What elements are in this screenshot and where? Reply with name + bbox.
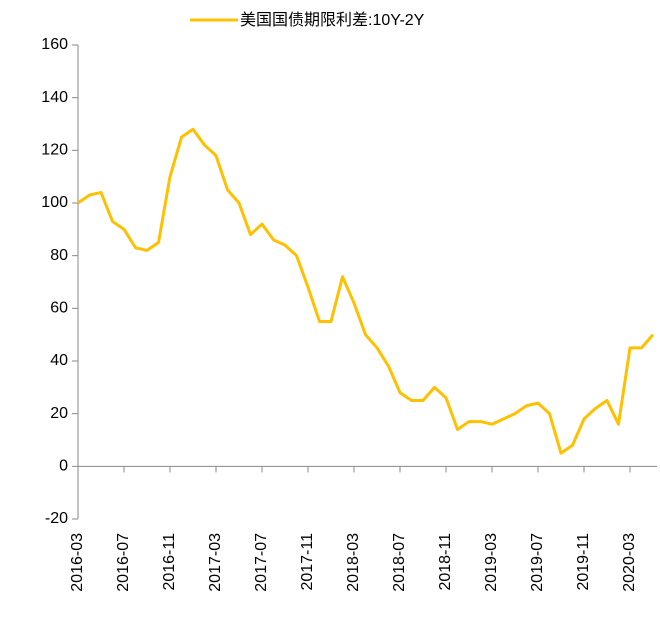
x-tick-label: 2019-07	[529, 533, 546, 592]
x-tick-label: 2016-07	[115, 533, 132, 592]
x-tick-label: 2016-11	[161, 533, 178, 591]
y-tick-label: -20	[45, 510, 68, 527]
line	[77, 127, 655, 455]
y-tick-label: 80	[50, 247, 68, 264]
x-tick-label: 2018-11	[437, 533, 454, 591]
legend-label: 美国国债期限利差:10Y-2Y	[240, 11, 425, 29]
x-tick-label: 2019-11	[575, 533, 592, 591]
y-tick-label: 140	[41, 89, 68, 106]
y-tick-label: 60	[50, 300, 68, 317]
y-tick-label: 100	[41, 194, 68, 211]
x-tick-label: 2018-07	[391, 533, 408, 592]
y-tick-label: 120	[41, 142, 68, 159]
x-tick-label: 2018-03	[345, 533, 362, 592]
x-tick-label: 2019-03	[483, 533, 500, 592]
y-tick-label: 20	[50, 405, 68, 422]
y-tick-label: 160	[41, 36, 68, 53]
x-tick-label: 2017-07	[253, 533, 270, 592]
x-tick-label: 2020-03	[621, 533, 638, 592]
y-tick-label: 40	[50, 352, 68, 369]
y-tick-label: 0	[59, 458, 68, 475]
x-tick-label: 2017-11	[299, 533, 316, 591]
x-tick-label: 2017-03	[207, 533, 224, 592]
x-tick-label: 2016-03	[69, 533, 86, 592]
